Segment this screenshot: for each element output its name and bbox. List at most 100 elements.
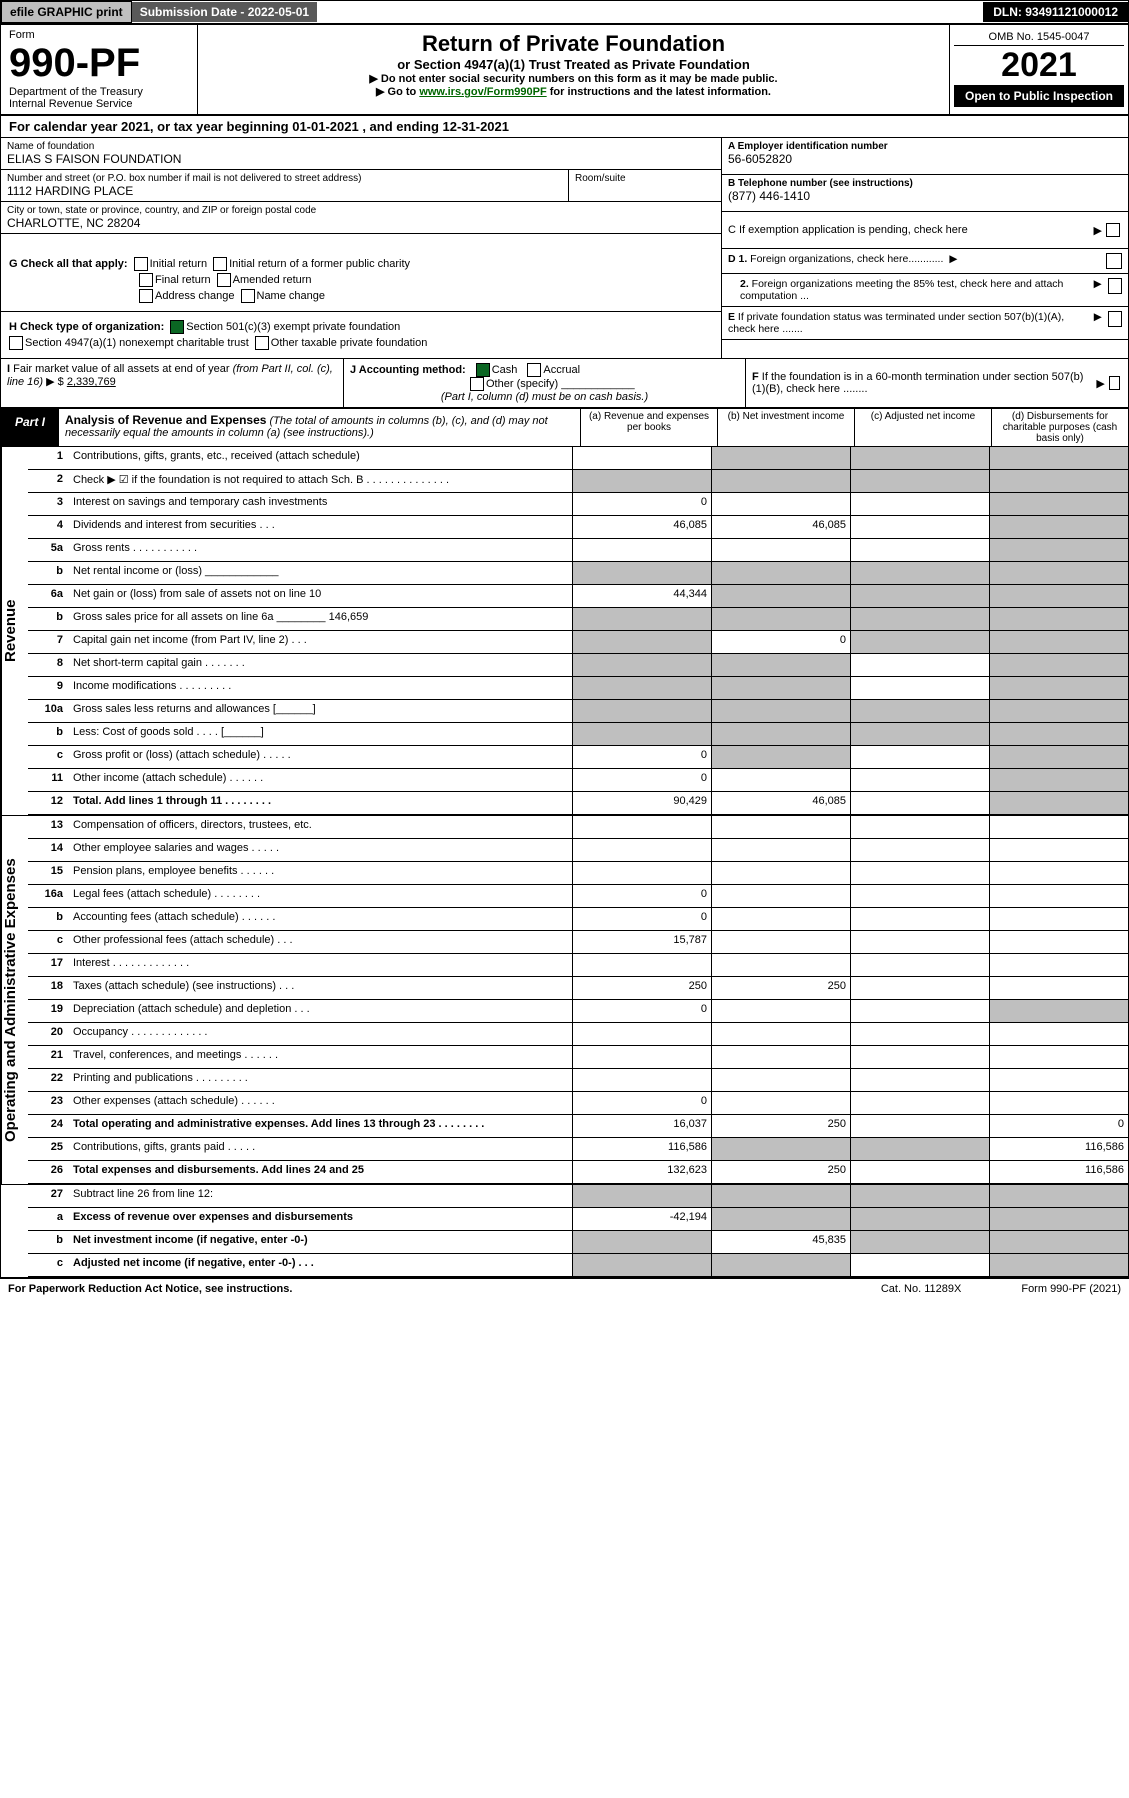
row-description: Net short-term capital gain . . . . . . … [69, 654, 572, 676]
identity-section: Name of foundation ELIAS S FAISON FOUNDA… [0, 138, 1129, 249]
col-b-value [711, 746, 850, 768]
col-a-value [572, 700, 711, 722]
cash-checkbox[interactable] [476, 363, 490, 377]
col-c-value [850, 608, 989, 630]
revenue-label: Revenue [1, 447, 28, 815]
col-b-value [711, 677, 850, 699]
row-number: 14 [28, 839, 69, 861]
table-row: 5aGross rents . . . . . . . . . . . [28, 539, 1128, 562]
ein-value: 56-6052820 [728, 152, 792, 166]
table-row: 1Contributions, gifts, grants, etc., rec… [28, 447, 1128, 470]
col-d-value [989, 516, 1128, 538]
col-c-value [850, 1185, 989, 1207]
col-d-value [989, 539, 1128, 561]
col-b-value [711, 539, 850, 561]
col-c-value [850, 470, 989, 492]
box-i-label: I Fair market value of all assets at end… [7, 363, 333, 388]
table-row: 22Printing and publications . . . . . . … [28, 1069, 1128, 1092]
dept-label: Department of the Treasury [9, 86, 189, 98]
table-row: 14Other employee salaries and wages . . … [28, 839, 1128, 862]
box-e-checkbox[interactable] [1108, 311, 1122, 327]
col-a-value [572, 631, 711, 653]
col-b-value [711, 1092, 850, 1114]
col-d-value [989, 1046, 1128, 1068]
col-d-value [989, 1254, 1128, 1276]
row-number: 19 [28, 1000, 69, 1022]
col-d-value [989, 792, 1128, 814]
row-number: 16a [28, 885, 69, 907]
col-b-value [711, 839, 850, 861]
room-suite-label: Room/suite [575, 173, 715, 184]
col-d-value [989, 493, 1128, 515]
row-number: b [28, 723, 69, 745]
table-row: bNet investment income (if negative, ent… [28, 1231, 1128, 1254]
form-header: Form 990-PF Department of the Treasury I… [0, 24, 1129, 115]
table-row: 25Contributions, gifts, grants paid . . … [28, 1138, 1128, 1161]
final-return-checkbox[interactable] [139, 273, 153, 287]
row-number: 18 [28, 977, 69, 999]
4947a1-checkbox[interactable] [9, 336, 23, 350]
form-label: Form [9, 29, 189, 41]
col-c-value [850, 700, 989, 722]
row-description: Capital gain net income (from Part IV, l… [69, 631, 572, 653]
table-row: 8Net short-term capital gain . . . . . .… [28, 654, 1128, 677]
col-a-value [572, 447, 711, 469]
form990pf-link[interactable]: www.irs.gov/Form990PF [419, 86, 546, 98]
row-description: Interest . . . . . . . . . . . . . [69, 954, 572, 976]
other-specify-checkbox[interactable] [470, 377, 484, 391]
col-c-value [850, 447, 989, 469]
row-number: 15 [28, 862, 69, 884]
omb-number: OMB No. 1545-0047 [954, 29, 1124, 46]
other-taxable-checkbox[interactable] [255, 336, 269, 350]
box-f-checkbox[interactable] [1109, 376, 1120, 390]
col-c-value [850, 1000, 989, 1022]
col-d-value [989, 1208, 1128, 1230]
row-description: Gross sales price for all assets on line… [69, 608, 572, 630]
col-d-value [989, 608, 1128, 630]
box-c-checkbox[interactable] [1106, 223, 1120, 237]
initial-return-checkbox[interactable] [134, 257, 148, 271]
row-description: Total expenses and disbursements. Add li… [69, 1161, 572, 1183]
col-a-value [572, 677, 711, 699]
accrual-checkbox[interactable] [527, 363, 541, 377]
initial-return-former-checkbox[interactable] [213, 257, 227, 271]
efile-print-button[interactable]: efile GRAPHIC print [1, 1, 132, 23]
box-i-value: 2,339,769 [67, 376, 116, 388]
col-d-value [989, 954, 1128, 976]
row-number: 3 [28, 493, 69, 515]
amended-return-checkbox[interactable] [217, 273, 231, 287]
row-description: Dividends and interest from securities .… [69, 516, 572, 538]
row-number: 13 [28, 816, 69, 838]
col-a-value [572, 1185, 711, 1207]
col-b-value: 250 [711, 1115, 850, 1137]
box-h-label: H Check type of organization: [9, 321, 164, 333]
table-row: aExcess of revenue over expenses and dis… [28, 1208, 1128, 1231]
name-change-checkbox[interactable] [241, 289, 255, 303]
foundation-name-label: Name of foundation [7, 141, 715, 152]
501c3-checkbox[interactable] [170, 320, 184, 334]
col-c-value [850, 631, 989, 653]
address-change-checkbox[interactable] [139, 289, 153, 303]
col-b-value [711, 585, 850, 607]
row-description: Check ▶ ☑ if the foundation is not requi… [69, 470, 572, 492]
box-d2-checkbox[interactable] [1108, 278, 1122, 294]
table-row: 11Other income (attach schedule) . . . .… [28, 769, 1128, 792]
col-c-value [850, 1208, 989, 1230]
col-b-value: 0 [711, 631, 850, 653]
col-d-value [989, 908, 1128, 930]
col-d-value [989, 839, 1128, 861]
box-d1-checkbox[interactable] [1106, 253, 1122, 269]
open-public-badge: Open to Public Inspection [954, 85, 1124, 107]
box-j-label: J Accounting method: [350, 364, 466, 376]
col-b-value [711, 862, 850, 884]
row-description: Net investment income (if negative, ente… [69, 1231, 572, 1253]
row-description: Excess of revenue over expenses and disb… [69, 1208, 572, 1230]
paperwork-notice: For Paperwork Reduction Act Notice, see … [8, 1283, 881, 1295]
row-description: Taxes (attach schedule) (see instruction… [69, 977, 572, 999]
instruction-ssn: ▶ Do not enter social security numbers o… [204, 72, 943, 85]
col-a-value: 44,344 [572, 585, 711, 607]
row-number: 1 [28, 447, 69, 469]
table-row: 10aGross sales less returns and allowanc… [28, 700, 1128, 723]
col-a-value [572, 1254, 711, 1276]
col-a-value: 132,623 [572, 1161, 711, 1183]
